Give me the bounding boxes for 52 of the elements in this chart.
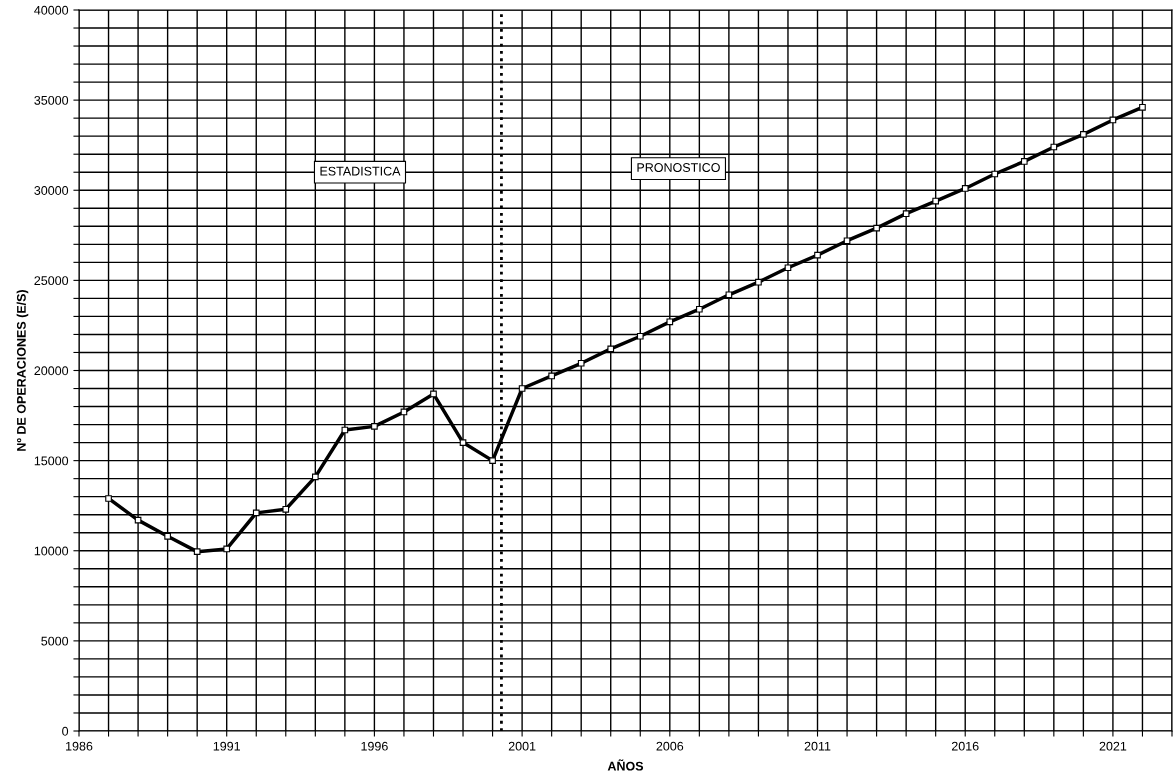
y-tick-label: 0 [62,726,69,736]
y-tick-label: 25000 [34,276,69,286]
point [607,345,615,353]
point [518,385,526,392]
point [784,264,792,272]
point [459,439,467,446]
point [991,170,999,178]
x-tick-label: 1991 [213,741,240,751]
point [902,210,910,218]
y-tick-label: 20000 [34,366,69,376]
point [548,372,555,380]
x-tick-label: 1986 [66,741,93,751]
x-tick-label: 2016 [951,741,979,751]
point [371,423,378,430]
y-tick-label: 10000 [34,546,69,556]
annotation: PRONOSTICO [637,163,720,172]
point [311,473,319,481]
x-tick-label: 2021 [1099,741,1127,751]
point [1139,104,1146,111]
point [666,318,674,326]
y-tick-label: 30000 [34,186,69,195]
point [164,532,171,540]
y-tick-label: 15000 [34,456,69,466]
point [282,505,290,513]
point [961,185,969,192]
x-tick-label: 2001 [508,741,536,751]
point [932,197,940,205]
y-axis-title: Nº DE OPERACIONES (E/S) [16,290,29,451]
point [873,224,880,232]
point [193,548,201,555]
point [105,495,112,502]
y-tick-label: 40000 [34,5,69,15]
point [489,457,496,464]
point [577,359,585,367]
point [725,291,733,299]
x-tick-label: 1996 [361,741,388,751]
point [843,237,851,245]
point [696,305,703,313]
x-tick-label: 2011 [804,741,831,751]
x-tick-label: 2006 [656,741,684,751]
point [252,509,260,517]
point [755,278,762,286]
x-axis-title: AÑOS [607,759,644,771]
point [1020,158,1028,165]
point [814,251,821,259]
point [430,390,437,398]
point [636,332,644,340]
y-tick-label: 35000 [34,95,69,105]
point [1080,131,1087,138]
point [223,545,231,553]
y-tick-label: 5000 [41,636,69,646]
annotation: ESTADISTICA [320,166,401,176]
